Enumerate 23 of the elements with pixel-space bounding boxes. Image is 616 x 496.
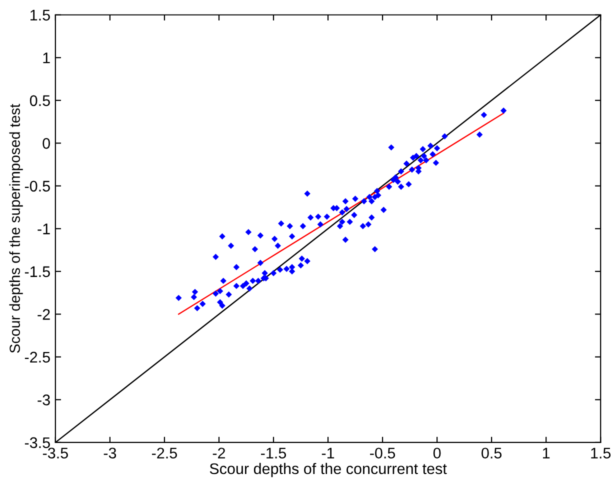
y-tick-label: -1.5 — [24, 266, 50, 278]
y-tick-label: -0.5 — [24, 180, 50, 192]
x-tick-label: -2 — [212, 448, 226, 458]
y-tick-label: -1 — [38, 224, 50, 234]
y-tick-label: -2.5 — [24, 352, 50, 363]
x-tick-label: -1.5 — [261, 448, 286, 459]
y-tick-label: -3 — [38, 394, 50, 406]
x-tick-label: -2.5 — [152, 448, 177, 459]
y-tick-label: -3.5 — [24, 437, 50, 448]
x-tick-label: 1 — [543, 448, 550, 458]
x-tick-label: 1.5 — [591, 448, 611, 459]
y-tick-label: 0.5 — [30, 95, 50, 106]
x-tick-label: -0.5 — [370, 448, 396, 459]
x-tick-label: 0 — [433, 448, 441, 459]
x-axis-title: Scour depths of the concurrent test — [210, 462, 447, 478]
y-tick-label: 0 — [42, 138, 50, 149]
x-tick-label: -3 — [104, 448, 116, 459]
y-tick-label: -2 — [38, 309, 50, 320]
y-axis-title: Scour depths of the superimposed test — [9, 104, 23, 353]
x-tick-label: 0.5 — [482, 448, 502, 459]
y-tick-label: 1 — [43, 52, 50, 64]
y-tick-label: 1.5 — [30, 10, 50, 21]
x-tick-label: -1 — [322, 448, 334, 458]
